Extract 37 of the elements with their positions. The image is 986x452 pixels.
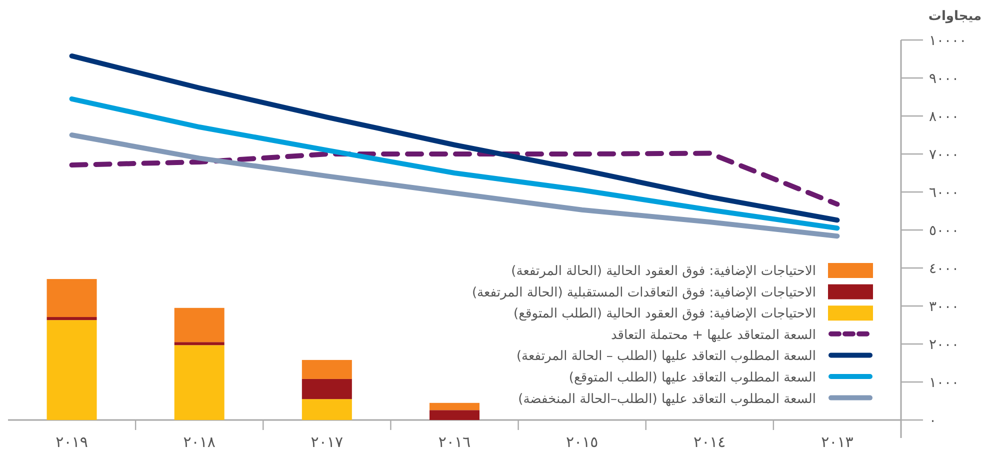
- y-tick-label: ٨٠٠٠: [929, 109, 960, 125]
- bar: [174, 345, 224, 420]
- y-tick-label: ٠: [929, 413, 937, 429]
- legend-label: السعة المطلوب التعاقد عليها (الطلب–الحالة المنخفضة): [518, 392, 816, 407]
- legend-label: الاحتياجات الإضافية: فوق العقود الحالية (الطلب المتوقع): [514, 306, 816, 322]
- y-tick-label: ١٠٠٠: [929, 375, 960, 391]
- bar: [174, 308, 224, 342]
- bar: [302, 399, 352, 420]
- legend-label: السعة المطلوب التعاقد عليها (الطلب – الحالة المرتفعة): [516, 349, 816, 364]
- bar: [46, 317, 97, 320]
- x-tick-label: ٢٠١٤: [694, 433, 726, 451]
- bar: [46, 279, 97, 318]
- y-tick-label: ٩٠٠٠: [929, 71, 960, 87]
- y-tick-label: ٣٠٠٠: [929, 299, 960, 315]
- legend-label: السعة المتعاقد عليها + محتملة التعاقد: [610, 328, 816, 343]
- y-tick-label: ٦٠٠٠: [929, 185, 960, 201]
- x-tick-label: ٢٠١٥: [566, 433, 598, 451]
- bar: [174, 342, 224, 346]
- legend-label: الاحتياجات الإضافية: فوق التعاقدات المستقبلية (الحالة المرتفعة): [472, 285, 816, 300]
- legend-label: الاحتياجات الإضافية: فوق العقود الحالية (الحالة المرتفعة): [511, 264, 816, 279]
- bar: [46, 320, 97, 420]
- x-tick-label: ٢٠١٦: [438, 433, 471, 451]
- y-tick-label: ٧٠٠٠: [929, 147, 960, 163]
- y-tick-label: ٢٠٠٠: [929, 337, 960, 353]
- y-axis-title: ميجاوات: [928, 9, 982, 24]
- bar: [302, 360, 352, 379]
- x-tick-label: ٢٠١٩: [56, 433, 88, 451]
- bar: [430, 410, 480, 420]
- legend-label: السعة المطلوب التعاقد عليها (الطلب المتوقع): [568, 370, 816, 386]
- y-tick-label: ١٠٠٠٠: [929, 33, 967, 49]
- x-tick-label: ٢٠١٣: [821, 433, 854, 451]
- bar: [430, 402, 480, 410]
- x-tick-label: ٢٠١٨: [183, 433, 216, 451]
- y-tick-label: ٥٠٠٠: [929, 223, 960, 239]
- x-tick-label: ٢٠١٧: [310, 433, 344, 451]
- y-tick-label: ٤٠٠٠: [929, 261, 960, 277]
- bar: [302, 378, 352, 400]
